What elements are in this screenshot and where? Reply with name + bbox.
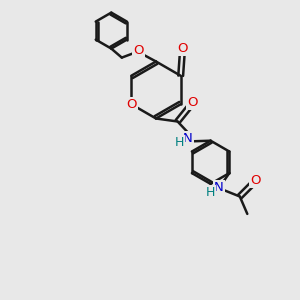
Text: N: N (183, 132, 193, 145)
Text: N: N (214, 181, 224, 194)
Text: H: H (175, 136, 184, 149)
Text: O: O (250, 174, 261, 188)
Text: O: O (126, 98, 136, 111)
Text: O: O (177, 42, 188, 55)
Text: O: O (133, 44, 143, 57)
Text: H: H (206, 186, 215, 199)
Text: O: O (187, 96, 198, 109)
